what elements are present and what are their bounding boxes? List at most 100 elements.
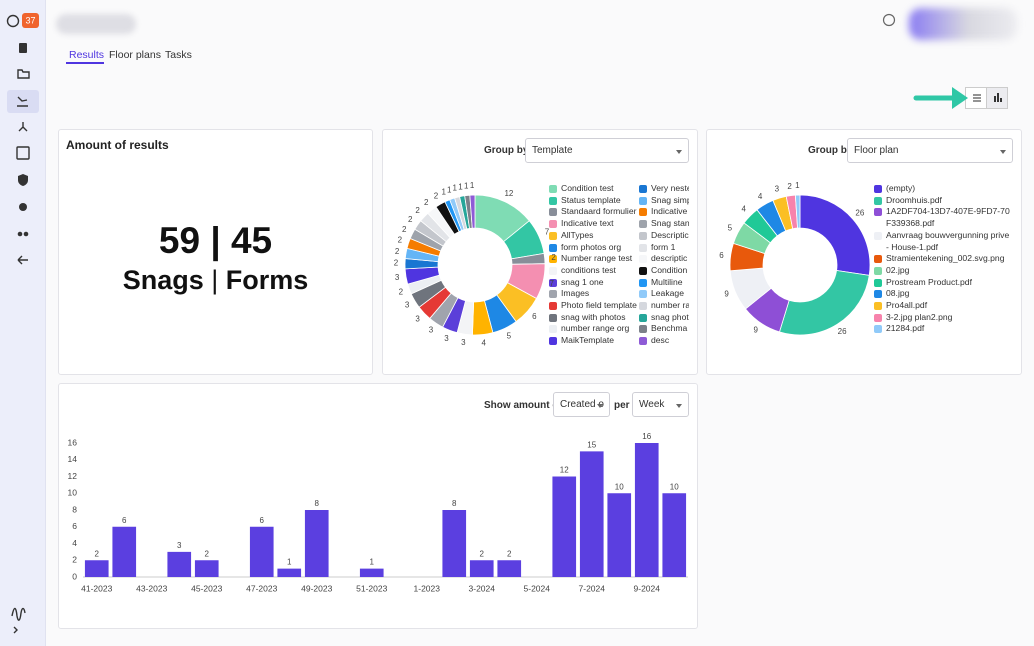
brand-logo — [11, 607, 26, 621]
nav-users-2 — [23, 231, 29, 237]
slice-label: 2 — [408, 215, 413, 224]
legend-item: Images — [549, 288, 637, 300]
bar — [84, 560, 109, 577]
y-tick-label: 6 — [72, 521, 77, 531]
legend-swatch — [639, 196, 647, 205]
select-value: Template — [532, 145, 573, 156]
forms-label: Forms — [225, 265, 309, 295]
legend-item: number ra — [639, 300, 689, 312]
legend-item: snag 1 one — [549, 277, 637, 289]
tab[interactable]: Results — [69, 49, 105, 61]
bar-value-label: 3 — [177, 541, 182, 550]
legend: (empty) Droomhuis.pdf 1A2DF704-13D7-407E-9… — [874, 183, 1014, 335]
help-icon[interactable] — [880, 11, 898, 29]
x-tick-label: 43-2023 — [136, 583, 167, 593]
legend-label: Number range test — [561, 253, 633, 264]
legend-item: form photos org — [549, 242, 637, 254]
legend-item: conditions test — [549, 265, 637, 277]
legend-label: Indicative — [651, 206, 688, 217]
legend-label: Stramientekening_002.svg.png — [886, 253, 1005, 264]
legend-label: 1A2DF704-13D7-407E-9FD7-70F339368.pdf — [886, 206, 1010, 229]
legend-label: Pro4all.pdf — [886, 300, 928, 311]
legend-item: 1A2DF704-13D7-407E-9FD7-70F339368.pdf — [874, 206, 1014, 229]
nav-settings[interactable] — [19, 203, 27, 211]
slice-label: 4 — [741, 205, 746, 214]
legend-item: desc — [639, 335, 689, 347]
nav-clipboard[interactable] — [19, 43, 27, 53]
bar-value-label: 1 — [370, 558, 375, 567]
bar — [359, 568, 384, 577]
legend-swatch — [639, 220, 647, 229]
legend-item: Status template — [549, 195, 637, 207]
legend-label: Snag simp — [651, 194, 689, 205]
legend-item: Stramientekening_002.svg.png — [874, 253, 1014, 265]
legend-swatch — [639, 313, 647, 322]
legend-item: Aanvraag bouwvergunning prive - House-1.… — [874, 230, 1014, 253]
expand-sidebar[interactable] — [13, 626, 18, 634]
slice-label: 1 — [470, 181, 475, 190]
slice-label: 2 — [395, 247, 400, 256]
legend-label: MaikTemplate — [561, 335, 615, 346]
select-value: Created o — [560, 399, 604, 410]
app-logo[interactable] — [6, 14, 20, 28]
bar — [552, 476, 577, 577]
legend-swatch — [874, 290, 882, 299]
legend-label: Droomhuis.pdf — [886, 194, 942, 205]
tab[interactable]: Tasks — [165, 49, 192, 61]
x-tick-label: 51-2023 — [356, 583, 387, 593]
nav-back[interactable] — [17, 255, 28, 265]
y-tick-label: 12 — [68, 471, 78, 481]
legend-label: Leakage — [651, 288, 684, 299]
bar — [497, 560, 522, 577]
bar-value-label: 15 — [587, 440, 596, 449]
group-by-select[interactable]: Floor plan — [847, 138, 1013, 163]
legend-label: descriptic — [651, 253, 688, 264]
select-value: Week — [639, 399, 665, 410]
nav-results[interactable] — [17, 96, 28, 107]
nav-users[interactable] — [17, 231, 23, 237]
legend-item: Droomhuis.pdf — [874, 195, 1014, 207]
legend-label: number ra — [651, 300, 689, 311]
bar-value-label: 2 — [205, 549, 210, 558]
legend-label: 3-2.jpg plan2.png — [886, 311, 953, 322]
legend-swatch — [549, 313, 557, 322]
legend-swatch — [639, 185, 647, 193]
legend-swatch — [549, 278, 557, 287]
legend-swatch — [639, 231, 647, 240]
legend-item: number range org — [549, 323, 637, 335]
slice-label: 2 — [434, 191, 439, 200]
tab[interactable]: Floor plans — [109, 49, 161, 61]
legend-label: Multiline — [651, 276, 683, 287]
legend-label: Photo field template — [561, 300, 637, 311]
legend-item: Benchma — [639, 323, 689, 335]
slice-label: 2 — [415, 206, 420, 215]
slice-label: 2 — [398, 236, 403, 245]
bar — [112, 526, 137, 577]
bar-value-label: 2 — [480, 549, 485, 558]
slice-label: 1 — [447, 185, 452, 194]
user-avatar-blurred[interactable] — [909, 8, 1017, 40]
legend-item: Snag simp — [639, 195, 689, 207]
nav-forms[interactable] — [16, 146, 30, 160]
bar-value-label: 10 — [670, 482, 679, 491]
metric-select[interactable]: Created o — [553, 392, 610, 417]
legend-swatch — [874, 231, 882, 240]
period-select[interactable]: Week — [632, 392, 689, 417]
notification-badge[interactable] — [22, 13, 39, 28]
legend-swatch — [549, 208, 557, 217]
nav-security[interactable] — [18, 174, 28, 186]
legend-item: descriptic — [639, 253, 689, 265]
select-value: Floor plan — [854, 145, 899, 156]
x-tick-label: 49-2023 — [301, 583, 332, 593]
group-by-select[interactable]: Template — [525, 138, 689, 163]
legend-swatch — [639, 243, 647, 252]
legend-swatch — [639, 255, 647, 264]
legend-label: (empty) — [886, 183, 916, 193]
x-tick-label: 1-2023 — [414, 583, 441, 593]
legend-swatch — [549, 243, 557, 252]
slice-label: 1 — [458, 182, 463, 191]
nav-folder[interactable] — [17, 69, 30, 79]
nav-workflow[interactable] — [18, 122, 28, 132]
form-count: 45 — [230, 220, 273, 261]
legend-label: desc — [651, 335, 670, 346]
